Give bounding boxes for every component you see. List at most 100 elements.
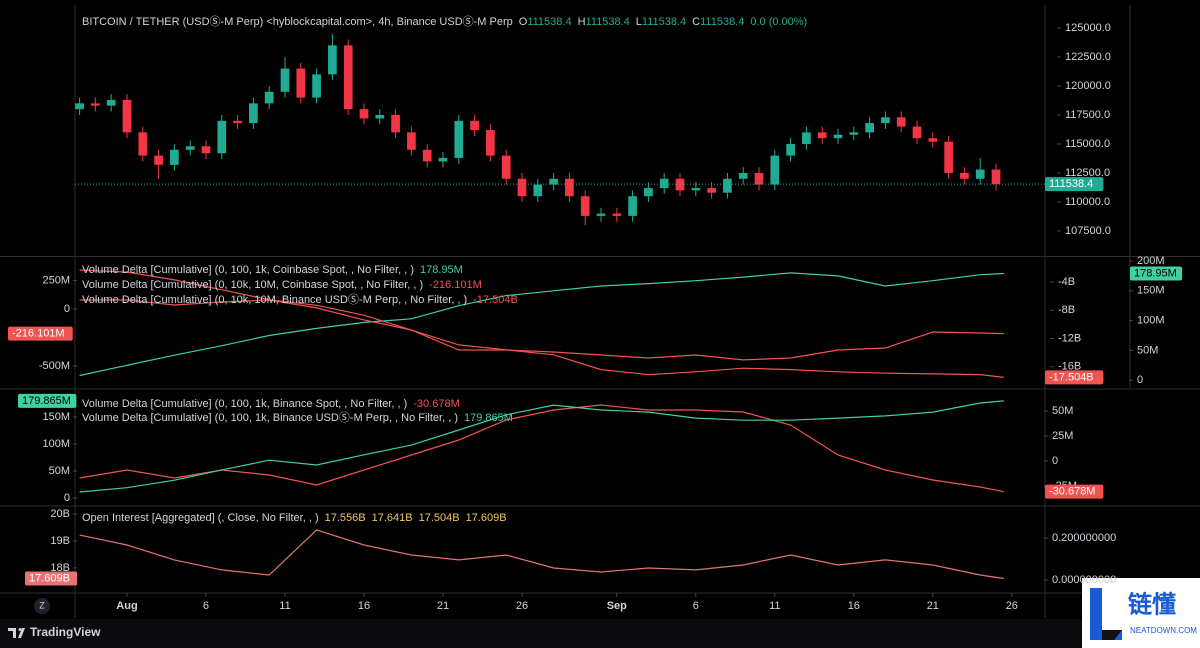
- legend-name: Volume Delta [Cumulative] (0, 100, 1k, B…: [82, 411, 458, 424]
- ohlc-key: O: [519, 16, 528, 28]
- candle-body: [328, 45, 337, 75]
- series-line: [79, 269, 1004, 378]
- legend-name: Volume Delta [Cumulative] (0, 100, 1k, B…: [82, 398, 407, 410]
- candle-body: [707, 188, 716, 193]
- axis-value-box: [1045, 370, 1104, 385]
- pane-plot: [79, 529, 1004, 580]
- candle-body: [928, 138, 938, 142]
- candle-body: [470, 120, 479, 131]
- watermark-subtitle: NEATDOWN.COM: [1130, 626, 1197, 635]
- series-line: [79, 272, 1004, 377]
- x-tick-label: 11: [769, 600, 780, 612]
- y-tick-label: 25M: [1052, 430, 1073, 442]
- candle-body: [738, 172, 748, 179]
- legend-name: Open Interest [Aggregated] (, Close, No …: [82, 512, 319, 524]
- y-tick-label: 117500.0: [1065, 109, 1110, 121]
- zoom-button[interactable]: [34, 598, 50, 614]
- candle-body: [881, 117, 890, 124]
- candle-body: [944, 141, 953, 173]
- axis-value-box: [8, 326, 73, 341]
- candle-body: [675, 178, 685, 191]
- candle-body: [833, 134, 843, 139]
- axis-value-label: -216.101M: [12, 328, 65, 340]
- y-tick-label: 100M: [42, 438, 70, 450]
- candle-body: [407, 132, 416, 150]
- candle-body: [896, 117, 906, 127]
- y-tick-label: 200M: [1137, 255, 1165, 267]
- candle-body: [723, 178, 732, 193]
- ohlc-key: L: [636, 16, 642, 28]
- candle-body: [975, 169, 985, 179]
- candle-body: [817, 132, 827, 139]
- y-tick-label: 0: [1137, 374, 1143, 386]
- legend-value: 17.556B: [325, 512, 366, 524]
- candle-body: [438, 157, 448, 162]
- y-tick-label: 18B: [50, 562, 70, 574]
- legend-value: -216.101M: [429, 279, 482, 291]
- candle-body: [138, 132, 148, 156]
- y-tick-label: 150M: [42, 411, 70, 423]
- watermark-logo: [1090, 588, 1122, 640]
- legend: Volume Delta [Cumulative] (0, 100, 1k, B…: [82, 398, 460, 410]
- candle-body: [154, 155, 163, 165]
- y-tick-label: 115000.0: [1065, 138, 1110, 150]
- footer-bar: [0, 619, 1200, 648]
- candle-body: [264, 91, 274, 104]
- candle-body: [233, 120, 242, 124]
- legend-value: 17.609B: [466, 512, 507, 524]
- candle-body: [628, 196, 637, 216]
- candle-body: [517, 178, 527, 197]
- x-tick-label: 6: [693, 600, 699, 612]
- x-tick-label: 26: [1006, 600, 1018, 612]
- candle-body: [122, 99, 132, 133]
- y-tick-label: 120000.0: [1065, 80, 1111, 92]
- x-tick-label: 16: [358, 600, 370, 612]
- brand: TradingView: [30, 625, 101, 639]
- tradingview-logo: TradingView: [8, 625, 101, 639]
- axis-value-box: [1130, 266, 1183, 281]
- candle-body: [580, 196, 590, 216]
- legend-name: Volume Delta [Cumulative] (0, 10k, 10M, …: [82, 279, 423, 291]
- candle-body: [296, 68, 306, 98]
- axis-value-box: [1045, 177, 1104, 192]
- series-line: [79, 529, 1004, 580]
- y-tick-label: 110000.0: [1065, 196, 1110, 208]
- series-line: [79, 400, 1004, 493]
- axis-value-label: 179.865M: [22, 395, 71, 407]
- zoom-button-label[interactable]: Z: [39, 600, 45, 610]
- y-tick-label: 125000.0: [1065, 22, 1111, 34]
- y-tick-label: 19B: [50, 535, 70, 547]
- ohlc-value: 111538.4: [700, 16, 744, 28]
- legend-value: 179.865M: [464, 412, 513, 424]
- y-tick-label: 122500.0: [1065, 51, 1111, 63]
- watermark: 链懂 NEATDOWN.COM: [1082, 578, 1200, 648]
- axis-value-box: [25, 571, 78, 586]
- y-tick-label: 0: [1052, 455, 1058, 467]
- axis-value-label: -17.504B: [1049, 371, 1094, 383]
- axis-value-box: [1045, 484, 1104, 499]
- legend: Volume Delta [Cumulative] (0, 100, 1k, C…: [82, 264, 463, 276]
- y-tick-label: 0.000000000: [1052, 574, 1116, 586]
- y-tick-label: 0.200000000: [1052, 532, 1116, 544]
- candle-body: [865, 123, 874, 133]
- series-line: [79, 404, 1005, 493]
- y-tick-label: 100M: [1137, 315, 1165, 327]
- x-tick-label: 21: [927, 600, 939, 612]
- candle-body: [786, 143, 795, 156]
- candle-body: [612, 213, 622, 216]
- candle-body: [486, 130, 495, 156]
- x-tick-label: 6: [203, 600, 209, 612]
- legend: Volume Delta [Cumulative] (0, 10k, 10M, …: [82, 293, 518, 306]
- candle-body: [391, 114, 400, 133]
- candle-body: [249, 103, 258, 124]
- legend-name: Volume Delta [Cumulative] (0, 100, 1k, C…: [82, 264, 414, 276]
- candle-body: [106, 99, 116, 106]
- y-tick-label: -12B: [1058, 332, 1081, 344]
- y-tick-label: 107500.0: [1065, 225, 1111, 237]
- candle-body: [454, 120, 464, 158]
- candle-body: [991, 169, 1001, 185]
- axis-value-label: -30.678M: [1049, 486, 1095, 498]
- x-tick-label: Aug: [116, 600, 137, 612]
